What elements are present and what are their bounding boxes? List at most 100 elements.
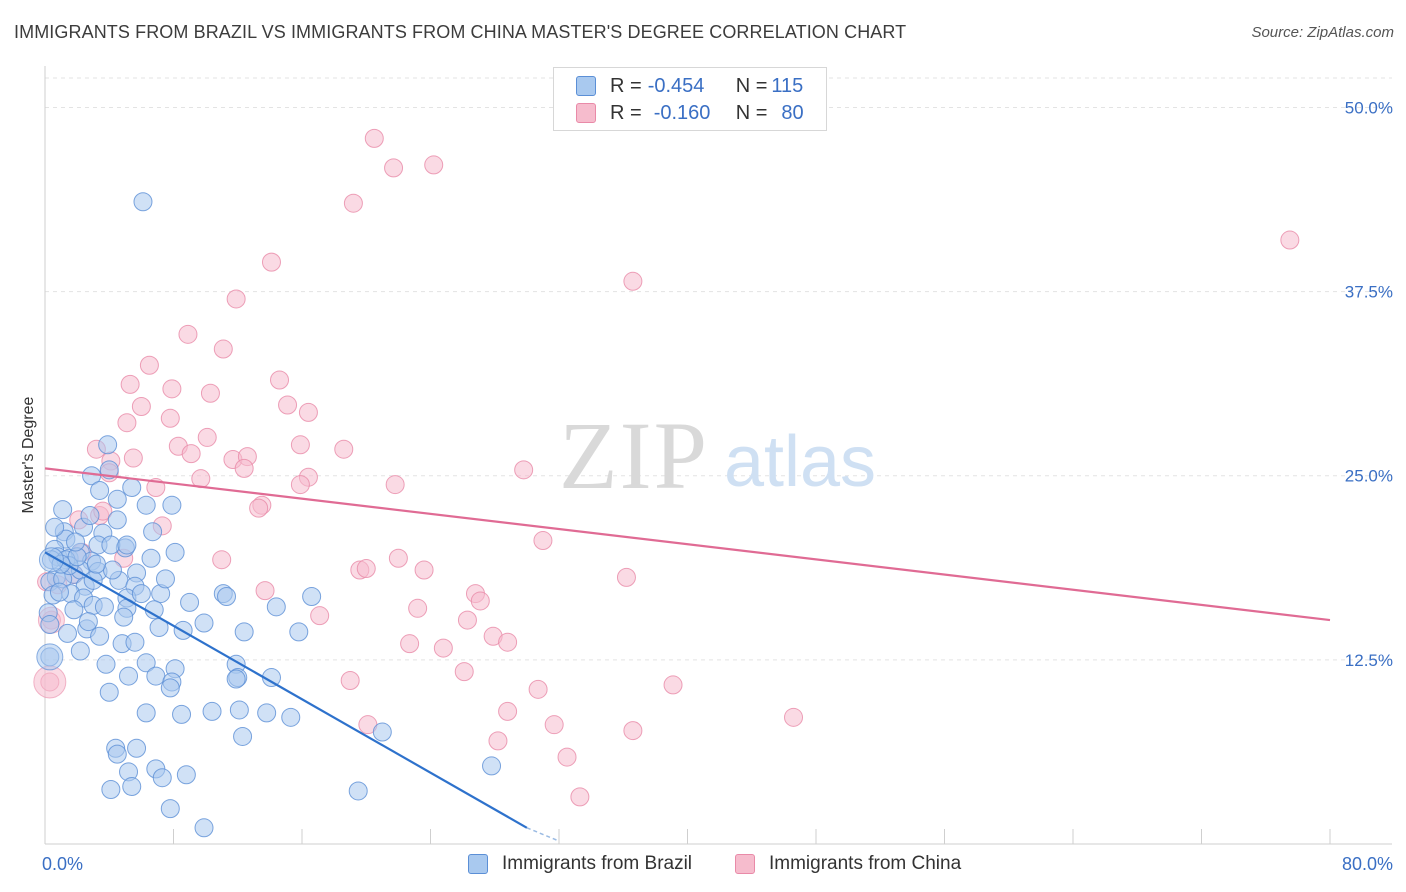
brazil-trendline-extension [526, 827, 560, 842]
brazil-point-45 [64, 600, 84, 620]
source-label: Source: ZipAtlas.com [1251, 24, 1394, 41]
x-tick-label-max: 80.0% [1342, 854, 1393, 874]
brazil-point-88 [152, 768, 172, 788]
brazil-point-1 [98, 435, 118, 455]
china-point-large-a [33, 665, 67, 699]
china-point-37 [385, 475, 405, 495]
china-point-12 [120, 374, 140, 394]
brazil-point-14 [143, 522, 163, 542]
brazil-point-62 [96, 654, 116, 674]
china-point-11 [270, 370, 290, 390]
brazil-point-86 [176, 765, 196, 785]
bottom-legend-label-china: Immigrants from China [769, 853, 962, 874]
brazil-point-71 [99, 682, 119, 702]
brazil-point-73 [226, 669, 246, 689]
brazil-point-72 [160, 678, 180, 698]
brazil-point-81 [372, 722, 392, 742]
china-point-67 [663, 675, 683, 695]
legend-r-value: -0.454 [647, 74, 705, 97]
china-point-5 [261, 252, 281, 272]
china-point-8 [178, 324, 198, 344]
watermark: ZIP atlas [559, 402, 876, 509]
legend-r-value: -0.160 [653, 101, 711, 124]
brazil-point-103 [155, 569, 175, 589]
legend-n-label: N = [735, 74, 768, 97]
axes [44, 66, 1392, 845]
bottom-legend-label-brazil: Immigrants from Brazil [502, 853, 693, 874]
brazil-points [36, 192, 502, 838]
china-point-10 [139, 355, 159, 375]
legend-row-brazil: R = -0.454 N = 115 [576, 74, 803, 98]
china-point-19 [117, 413, 137, 433]
china-point-3 [343, 193, 363, 213]
china-point-17 [298, 402, 318, 422]
brazil-point-6 [107, 489, 127, 509]
china-point-18 [160, 408, 180, 428]
brazil-point-54 [289, 622, 309, 642]
china-point-21 [290, 435, 310, 455]
china-point-75 [570, 787, 590, 807]
china-point-24 [181, 444, 201, 464]
correlation-legend: R = -0.454 N = 115 R = -0.160 N = 80 [553, 67, 827, 131]
brazil-point-55 [40, 615, 60, 635]
brazil-point-66 [119, 666, 139, 686]
china-point-74 [557, 747, 577, 767]
brazil-point-107 [114, 607, 134, 627]
legend-n-value: 80 [781, 101, 804, 124]
brazil-point-43 [217, 587, 237, 607]
china-point-28 [123, 448, 143, 468]
brazil-point-113 [86, 554, 106, 574]
brazil-point-60 [70, 641, 90, 661]
china-point-58 [457, 610, 477, 630]
china-point-6 [623, 271, 643, 291]
china-point-71 [544, 715, 564, 735]
brazil-point-5 [90, 480, 110, 500]
china-point-60 [498, 632, 518, 652]
china-point-9 [213, 339, 233, 359]
chart-title: IMMIGRANTS FROM BRAZIL VS IMMIGRANTS FRO… [14, 22, 907, 42]
brazil-point-111 [45, 517, 65, 537]
china-point-36 [290, 475, 310, 495]
china-point-66 [528, 679, 548, 699]
y-tick-label-2: 37.5% [1345, 283, 1393, 302]
china-point-39 [249, 498, 269, 518]
china-point-47 [388, 548, 408, 568]
bottom-legend-brazil: Immigrants from Brazil [468, 852, 692, 876]
china-point-15 [278, 395, 298, 415]
brazil-point-100 [131, 584, 151, 604]
brazil-point-7 [136, 495, 156, 515]
china-point-57 [310, 606, 330, 626]
legend-r-label: R = [610, 74, 642, 97]
china-point-4 [1280, 230, 1300, 250]
china-point-53 [255, 581, 275, 601]
brazil-point-large-a [36, 643, 64, 671]
brazil-trendline [44, 551, 528, 829]
legend-swatch-china [576, 103, 596, 123]
grid-lines [45, 77, 1392, 661]
brazil-point-77 [229, 700, 249, 720]
china-point-20 [197, 427, 217, 447]
brazil-point-109 [80, 506, 100, 526]
watermark-atlas: atlas [724, 422, 876, 502]
bottom-legend-swatch-china [735, 854, 755, 874]
brazil-point-79 [281, 707, 301, 727]
brazil-point-99 [102, 560, 122, 580]
china-point-68 [784, 707, 804, 727]
brazil-point-23 [165, 542, 185, 562]
china-point-73 [488, 731, 508, 751]
brazil-point-78 [257, 703, 277, 723]
china-point-31 [514, 460, 534, 480]
trendlines [44, 467, 1331, 842]
y-axis-label: Master's Degree [20, 396, 37, 513]
brazil-point-21 [117, 535, 137, 555]
brazil-point-110 [122, 478, 142, 498]
china-point-65 [340, 670, 360, 690]
brazil-point-0 [133, 192, 153, 212]
brazil-point-22 [141, 548, 161, 568]
brazil-point-20 [101, 535, 121, 555]
brazil-point-67 [146, 666, 166, 686]
china-point-1 [384, 158, 404, 178]
brazil-point-112 [66, 532, 86, 552]
china-point-63 [433, 638, 453, 658]
